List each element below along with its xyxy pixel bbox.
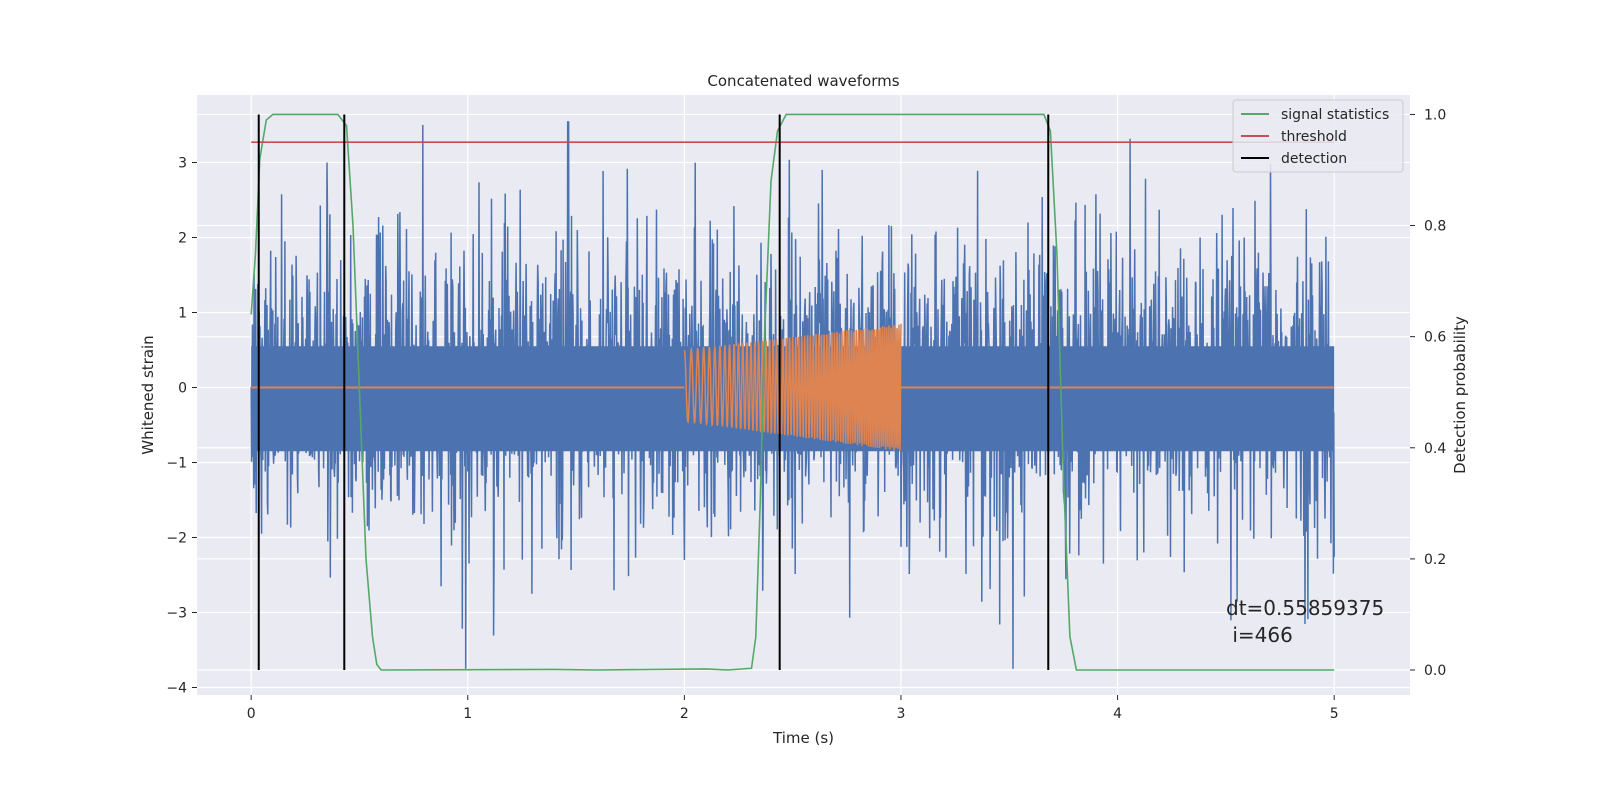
y-tick-label: 3 xyxy=(178,156,187,172)
y2-axis-label: Detection probability xyxy=(1451,316,1469,474)
x-axis-label: Time (s) xyxy=(772,729,834,747)
x-tick-label: 0 xyxy=(247,706,256,722)
y2-tick-label: 0.4 xyxy=(1424,441,1446,457)
y-tick-label: −4 xyxy=(166,681,187,697)
x-tick-label: 4 xyxy=(1113,706,1122,722)
y-tick-label: 1 xyxy=(178,306,187,322)
y-tick-label: 2 xyxy=(178,231,187,247)
legend-label: detection xyxy=(1281,151,1347,167)
x-tick-label: 2 xyxy=(680,706,689,722)
y2-tick-label: 0.2 xyxy=(1424,552,1446,568)
y-tick-label: −2 xyxy=(166,531,187,547)
y2-tick-label: 0.0 xyxy=(1424,663,1446,679)
y2-tick-label: 1.0 xyxy=(1424,107,1446,123)
legend: signal statistics threshold detection xyxy=(1232,99,1404,173)
y-tick-label: −1 xyxy=(166,456,187,472)
y2-tick-label: 0.8 xyxy=(1424,219,1446,235)
annotation-line: i=466 xyxy=(1226,623,1293,647)
axes-layer: 0 1 2 3 4 5 −4 −3 −2 −1 0 1 2 3 0.0 0.2 0.4 0.6 0.8 1.0 xyxy=(166,107,1446,722)
chart-title: Concatenated waveforms xyxy=(707,72,899,90)
x-tick-label: 3 xyxy=(897,706,906,722)
x-tick-label: 1 xyxy=(463,706,472,722)
y-axis-label: Whitened strain xyxy=(139,335,157,454)
annotation-line: dt=0.55859375 xyxy=(1226,596,1384,620)
data-layer xyxy=(250,113,1335,671)
y2-tick-label: 0.6 xyxy=(1424,330,1446,346)
x-tick-label: 5 xyxy=(1330,706,1339,722)
legend-box xyxy=(1232,99,1404,173)
y-tick-label: −3 xyxy=(166,606,187,622)
legend-label: signal statistics xyxy=(1281,107,1389,123)
series-signal-statistics-line xyxy=(250,113,1335,671)
legend-label: threshold xyxy=(1281,129,1347,145)
series-chirp-line xyxy=(683,323,902,451)
y-tick-label: 0 xyxy=(178,381,187,397)
annotation: dt=0.55859375 i=466 xyxy=(1226,596,1384,647)
